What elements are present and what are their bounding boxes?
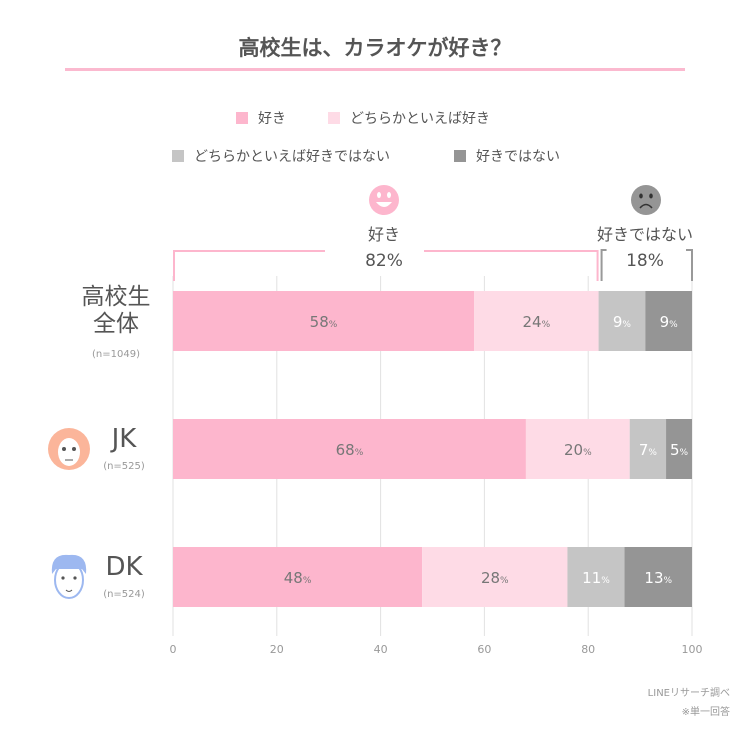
legend-item-somewhat-dislike: どちらかといえば好きではない bbox=[172, 146, 390, 166]
smile-mouth bbox=[376, 202, 392, 207]
girl-eye bbox=[72, 447, 76, 451]
bar-segment bbox=[173, 547, 423, 607]
frown-mouth bbox=[639, 203, 653, 209]
category-label: DK bbox=[105, 552, 143, 582]
title-underline bbox=[65, 68, 685, 71]
sample-size: (n=1049) bbox=[92, 349, 140, 360]
dislike-bracket bbox=[600, 249, 693, 281]
legend-label: どちらかといえば好き bbox=[350, 111, 490, 127]
answer-note: ※単一回答 bbox=[681, 707, 730, 718]
x-tick-label: 100 bbox=[682, 643, 703, 656]
x-tick-label: 20 bbox=[270, 643, 284, 656]
legend-item-somewhat-like: どちらかといえば好き bbox=[328, 108, 490, 128]
girl-eye bbox=[62, 447, 66, 451]
legend-swatch bbox=[328, 112, 340, 124]
smile-eye bbox=[387, 192, 391, 198]
frown-eye bbox=[639, 193, 643, 199]
legend-label: 好きではない bbox=[476, 149, 560, 165]
source-note: LINEリサーチ調べ bbox=[647, 688, 730, 699]
bar-segment bbox=[645, 291, 692, 351]
girl-face-skin bbox=[58, 438, 80, 466]
category-label: JK bbox=[110, 424, 138, 454]
legend-item-dislike: 好きではない bbox=[454, 146, 560, 166]
bar-segment bbox=[474, 291, 599, 351]
boy-eye bbox=[61, 576, 65, 580]
chart-title: 高校生は、カラオケが好き？ bbox=[238, 36, 512, 60]
legend-swatch bbox=[454, 150, 466, 162]
legend-label: 好き bbox=[258, 111, 286, 127]
x-tick-label: 80 bbox=[581, 643, 595, 656]
legend-swatch bbox=[172, 150, 184, 162]
sample-size: (n=524) bbox=[103, 589, 145, 600]
legend-label: どちらかといえば好きではない bbox=[194, 149, 390, 165]
smile-eye bbox=[377, 192, 381, 198]
x-tick-label: 0 bbox=[170, 643, 177, 656]
bar-segment bbox=[173, 291, 475, 351]
sample-size: (n=525) bbox=[103, 461, 145, 472]
legend-swatch bbox=[236, 112, 248, 124]
frown-eye bbox=[649, 193, 653, 199]
bar-segment bbox=[422, 547, 568, 607]
boy-mouth bbox=[65, 589, 73, 592]
like-total-label: 好き bbox=[368, 225, 400, 244]
bar-segment bbox=[173, 419, 526, 479]
bar-segment bbox=[629, 419, 667, 479]
bar-segment bbox=[525, 419, 630, 479]
bar-segment bbox=[567, 547, 625, 607]
bar-segment bbox=[624, 547, 692, 607]
x-tick-label: 40 bbox=[374, 643, 388, 656]
boy-eye bbox=[73, 576, 77, 580]
category-label-all-students: 高校生全体 bbox=[81, 284, 151, 337]
bar-segment bbox=[666, 419, 692, 479]
bar-segment bbox=[598, 291, 646, 351]
frown-icon bbox=[631, 185, 661, 215]
dislike-total-value: 18% bbox=[626, 251, 664, 271]
x-tick-label: 60 bbox=[477, 643, 491, 656]
like-total-value: 82% bbox=[365, 251, 403, 271]
like-bracket bbox=[173, 250, 599, 281]
boy-hair bbox=[51, 554, 87, 574]
legend-item-like: 好き bbox=[236, 108, 286, 128]
smile-icon bbox=[369, 185, 399, 215]
dislike-total-label: 好きではない bbox=[597, 225, 693, 244]
